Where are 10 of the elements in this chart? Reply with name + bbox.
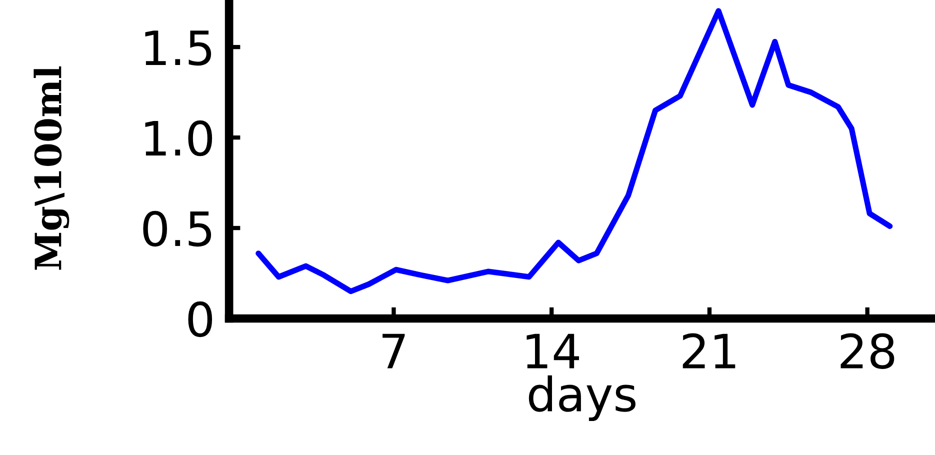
x-axis-title: days	[528, 375, 636, 422]
x-tick-label: 21	[682, 333, 736, 368]
y-tick-label: 1.5	[145, 30, 212, 66]
x-tick-label: 7	[382, 334, 405, 368]
y-tick-label: 1.0	[145, 120, 212, 156]
x-tick-label: 28	[840, 333, 894, 369]
y-axis-title: Mg\100ml	[34, 66, 70, 270]
x-tick-label: 14	[526, 334, 579, 368]
y-tick-label: 0	[188, 301, 212, 338]
y-tick-label: 0.5	[143, 210, 212, 247]
